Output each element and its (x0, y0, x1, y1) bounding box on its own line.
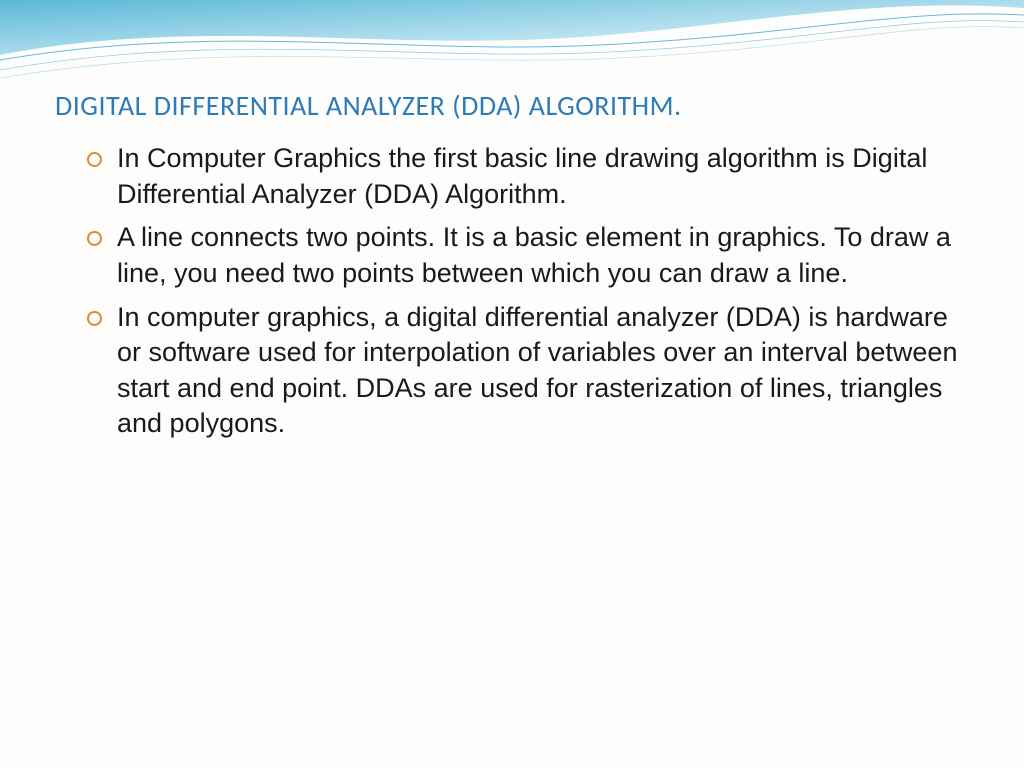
slide-content: DIGITAL DIFFERENTIAL ANALYZER (DDA) ALGO… (55, 88, 969, 450)
bullet-item: A line connects two points. It is a basi… (117, 220, 969, 291)
slide-title: DIGITAL DIFFERENTIAL ANALYZER (DDA) ALGO… (55, 88, 969, 123)
bullet-list: In Computer Graphics the first basic lin… (55, 141, 969, 442)
bullet-item: In computer graphics, a digital differen… (117, 300, 969, 443)
bullet-item: In Computer Graphics the first basic lin… (117, 141, 969, 212)
